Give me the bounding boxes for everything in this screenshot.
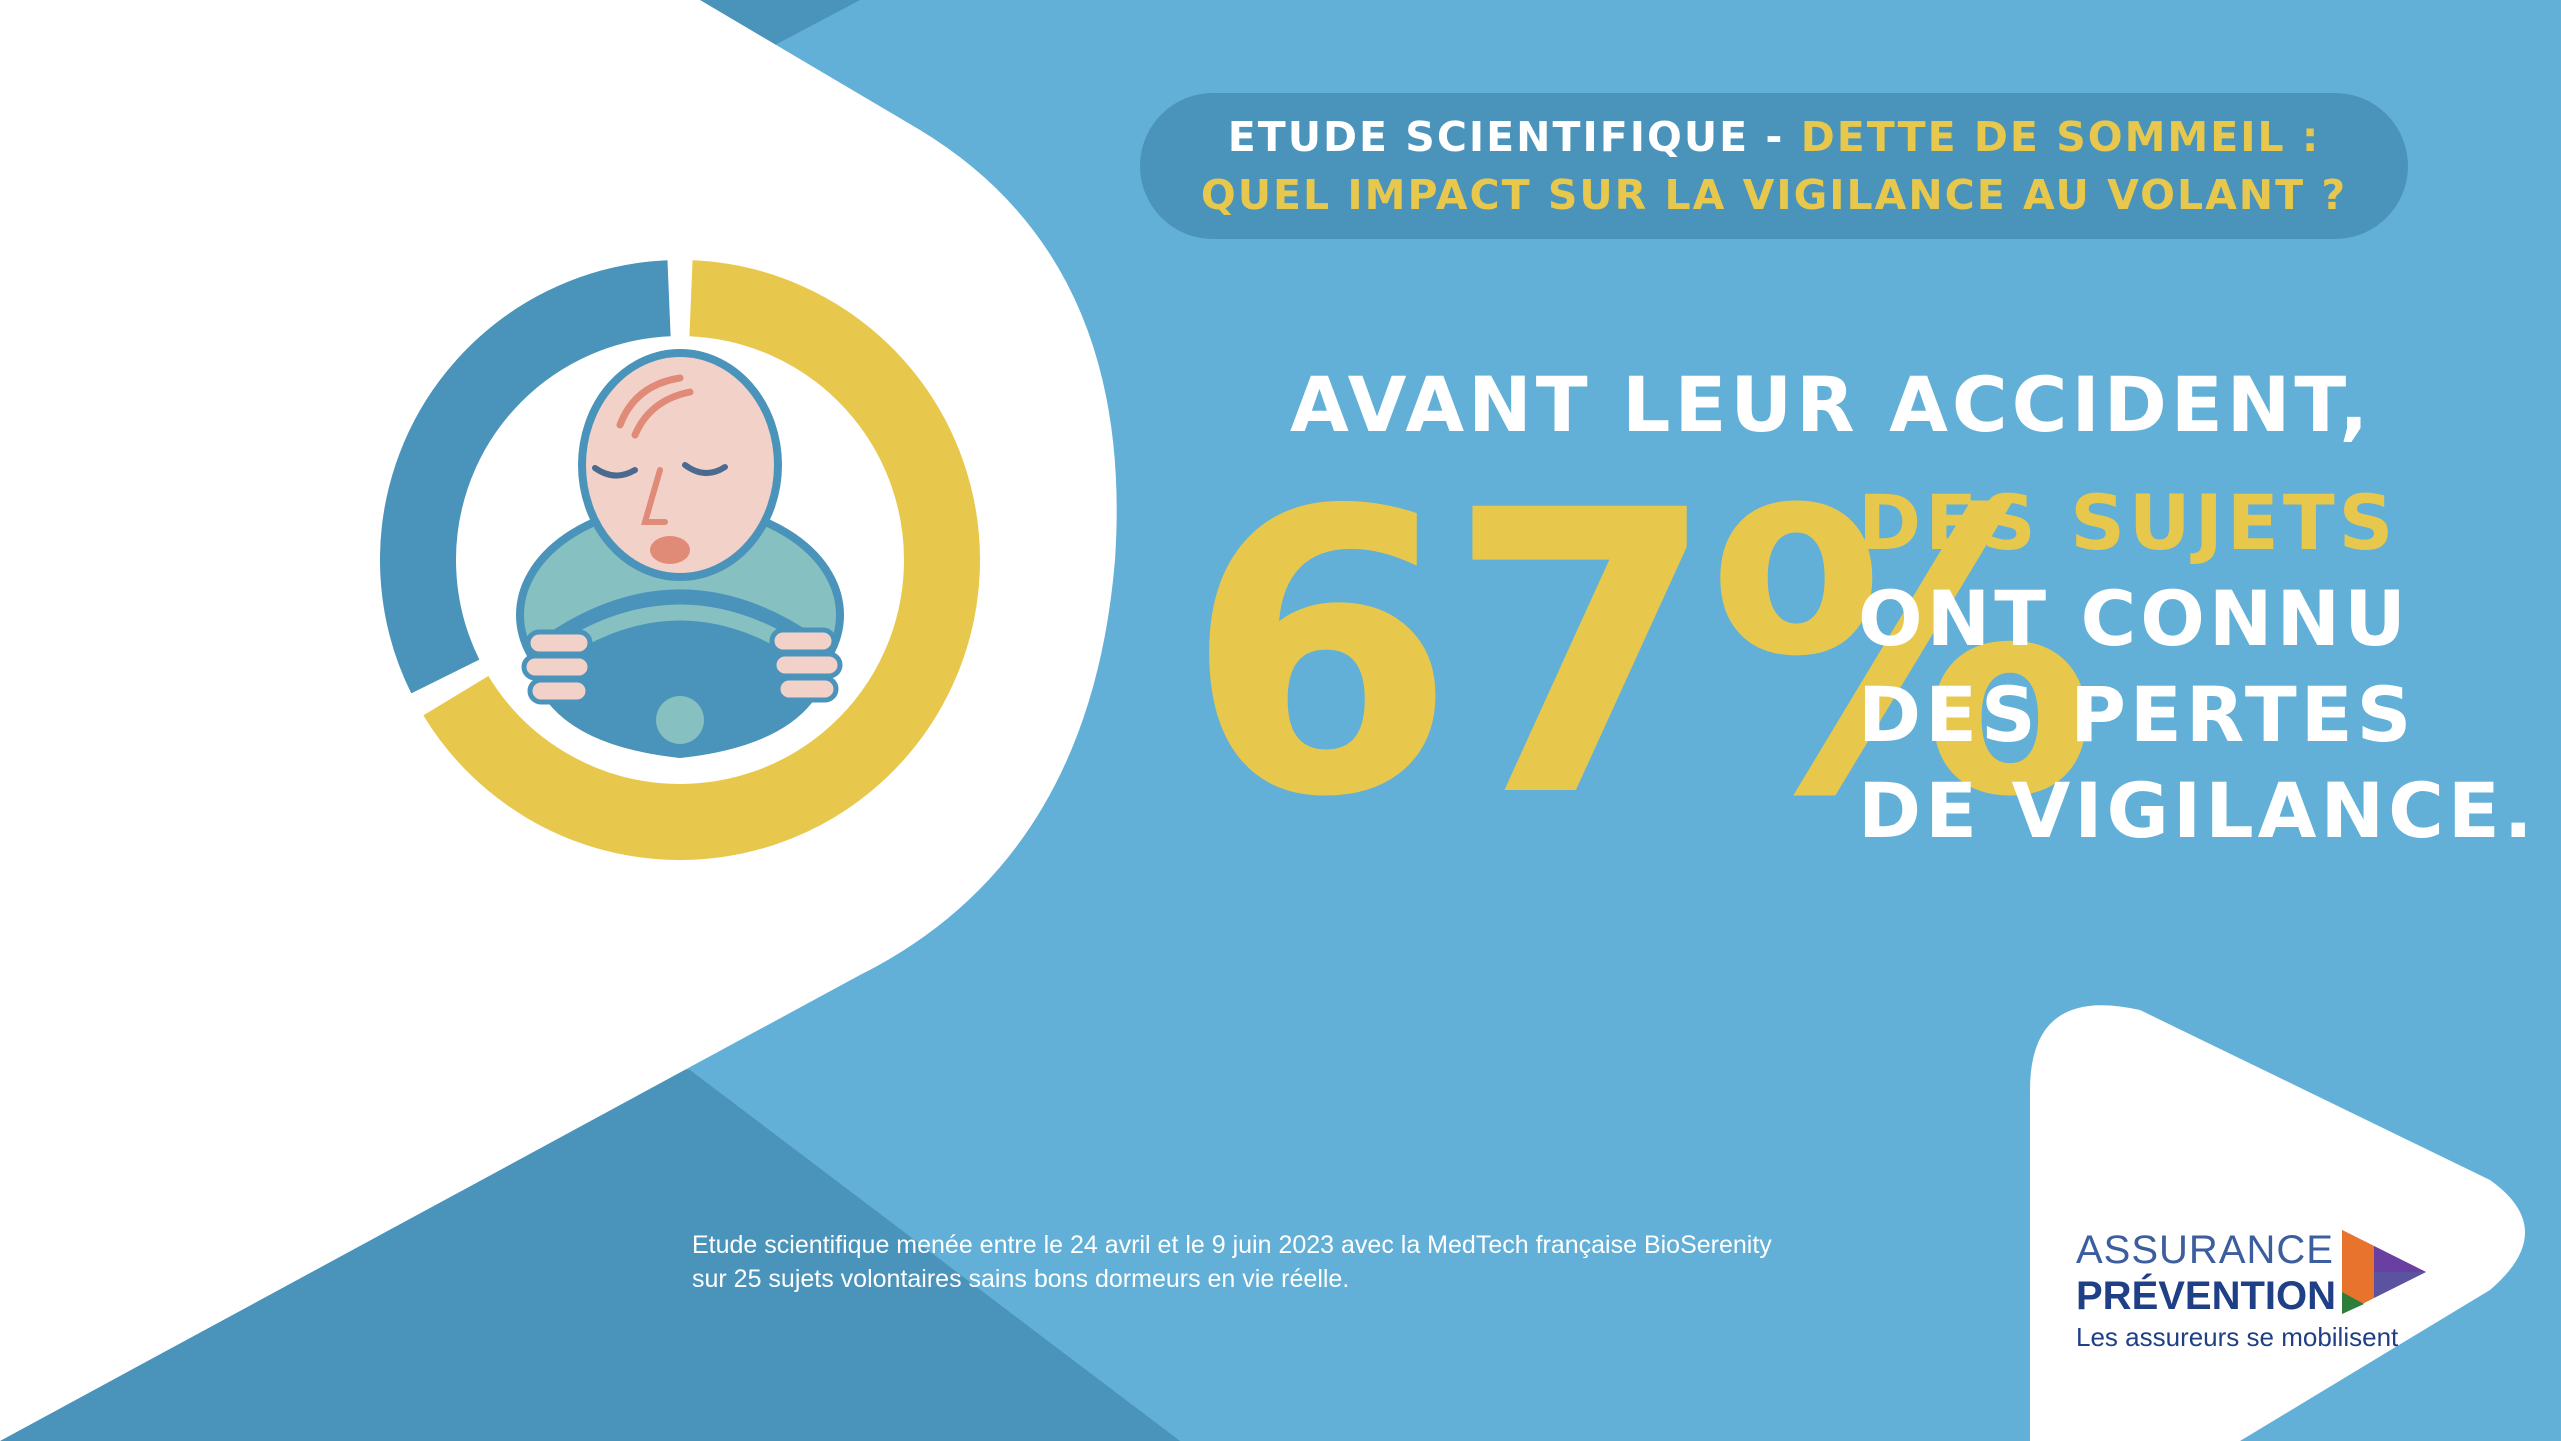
header-topic: DETTE DE SOMMEIL : bbox=[1800, 113, 2321, 161]
dark-triangle-top bbox=[690, 0, 860, 45]
stat-subject: DES SUJETS bbox=[1858, 478, 2398, 567]
stat-line-2: ONT CONNU bbox=[1858, 574, 2410, 663]
logo-line-1: ASSURANCE bbox=[2076, 1228, 2334, 1272]
footnote-line-2: sur 25 sujets volontaires sains bons dor… bbox=[692, 1265, 1350, 1293]
header-line-1: ETUDE SCIENTIFIQUE - DETTE DE SOMMEIL : bbox=[1228, 108, 2321, 166]
footnote-line-1: Etude scientifique menée entre le 24 avr… bbox=[692, 1231, 1772, 1259]
stat-line-4: DE VIGILANCE. bbox=[1858, 766, 2537, 855]
header-study-label: ETUDE SCIENTIFIQUE - bbox=[1227, 113, 1801, 161]
logo-line-2: PRÉVENTION bbox=[2076, 1274, 2337, 1318]
white-triangle-logo-bg bbox=[2030, 1005, 2525, 1441]
headline: AVANT LEUR ACCIDENT, bbox=[1290, 360, 2373, 449]
sleepy-driver-icon bbox=[516, 349, 844, 759]
assurance-prevention-logo: ASSURANCE PRÉVENTION Les assureurs se mo… bbox=[2076, 1222, 2446, 1352]
footnote: Etude scientifique menée entre le 24 avr… bbox=[692, 1228, 1952, 1296]
header-line-2: QUEL IMPACT SUR LA VIGILANCE AU VOLANT ? bbox=[1201, 166, 2347, 224]
big-percent: 67% bbox=[1185, 428, 2099, 882]
play-triangle-icon bbox=[2342, 1230, 2426, 1314]
statistic-description: DES SUJETS ONT CONNU DES PERTES DE VIGIL… bbox=[1858, 475, 2537, 859]
header-question: QUEL IMPACT SUR LA VIGILANCE AU VOLANT ? bbox=[1200, 171, 2348, 219]
donut-illustration bbox=[380, 260, 980, 860]
donut-remaining-arc bbox=[380, 260, 980, 860]
donut-percent-arc bbox=[380, 260, 980, 860]
stat-line-3: DES PERTES bbox=[1858, 670, 2416, 759]
header-pill: ETUDE SCIENTIFIQUE - DETTE DE SOMMEIL : … bbox=[1140, 93, 2408, 239]
logo-tagline: Les assureurs se mobilisent bbox=[2076, 1322, 2399, 1352]
